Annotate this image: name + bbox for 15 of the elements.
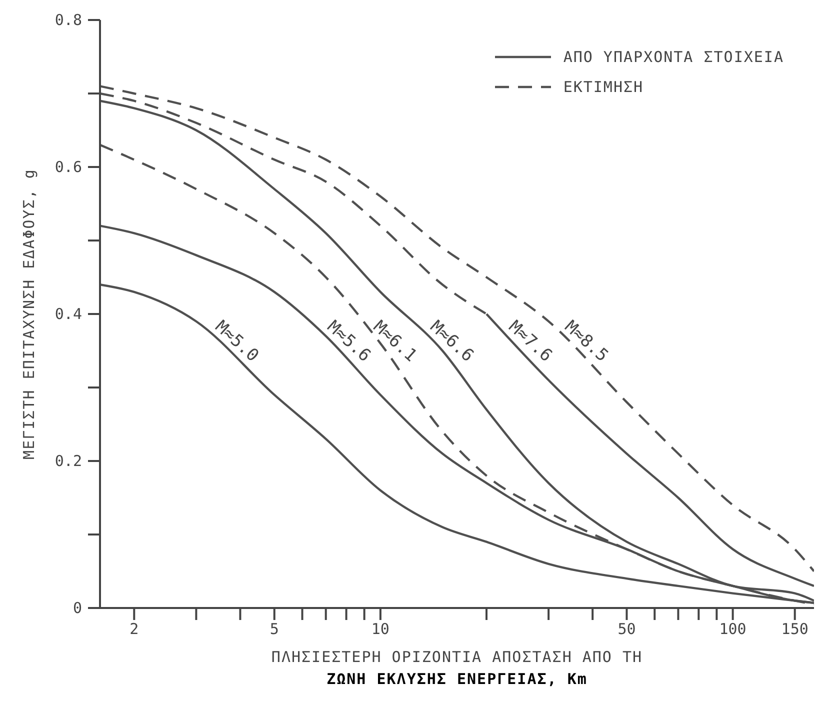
x-tick-label: 150	[781, 620, 808, 638]
y-tick-label: 0	[72, 599, 82, 617]
x-tick-label: 100	[719, 620, 746, 638]
x-tick-label: 50	[618, 620, 636, 638]
y-tick-label: 0.8	[54, 11, 82, 29]
annotation: ΑΠΟ ΥΠΑΡΧΟΝΤΑ ΣΤΟΙΧΕΙΑ	[563, 48, 784, 66]
y-tick-label: 0.6	[54, 158, 82, 176]
x-tick-label: 10	[371, 620, 390, 638]
x-tick-label: 5	[270, 620, 279, 638]
y-axis-title: ΜΕΓΙΣΤΗ ΕΠΙΤΑΧΥΝΣΗ ΕΔΑΦΟΥΣ, g	[20, 168, 38, 460]
x-axis-title: ΠΛΗΣΙΕΣΤΕΡΗ ΟΡΙΖΟΝΤΙΑ ΑΠΟΣΤΑΣΗ ΑΠΟ ΤΗ ΖΩΝΗ ΕΚΛΥΣΗΣ ΕΝΕΡΓΕΙΑΣ, Km	[271, 648, 643, 688]
x-tick-label: 2	[130, 620, 139, 638]
y-tick-label: 0.2	[54, 452, 82, 470]
annotation: ΕΚΤΙΜΗΣΗ	[563, 78, 644, 96]
y-tick-label: 0.4	[54, 305, 82, 323]
